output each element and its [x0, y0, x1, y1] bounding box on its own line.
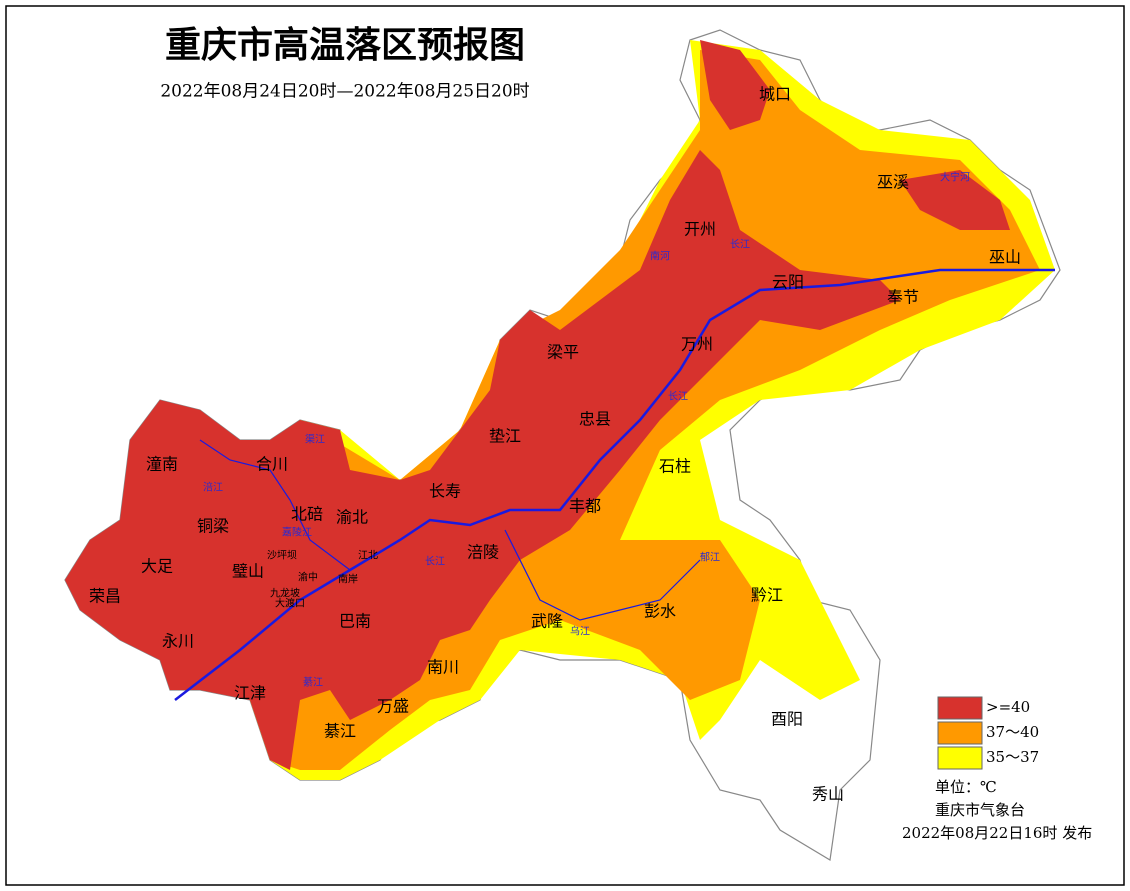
district-label: 石柱 — [659, 457, 691, 476]
zone-over-40 — [65, 150, 900, 770]
district-label: 秀山 — [812, 785, 844, 804]
district-label: 合川 — [256, 455, 288, 474]
district-label: 巫溪 — [877, 173, 909, 192]
district-label: 大足 — [141, 557, 173, 576]
district-label: 永川 — [162, 632, 194, 651]
issue-time: 2022年08月22日16时 发布 — [902, 824, 1092, 842]
district-label: 城口 — [759, 85, 791, 104]
district-label: 垫江 — [489, 427, 521, 446]
issuer: 重庆市气象台 — [935, 801, 1025, 819]
district-label: 云阳 — [772, 273, 804, 292]
district-label: 忠县 — [579, 410, 611, 429]
river-label: 渠江 — [305, 434, 325, 446]
district-label: 巴南 — [339, 612, 371, 631]
district-label: 江津 — [234, 684, 266, 703]
legend-label: 35～37 — [986, 748, 1039, 766]
zone-over-40-north — [700, 40, 770, 130]
unit: 单位：℃ — [935, 778, 997, 796]
river-label: 大宁河 — [940, 171, 970, 184]
district-label: 武隆 — [531, 612, 563, 631]
river-label: 綦江 — [303, 676, 323, 689]
district-label: 涪陵 — [467, 543, 499, 562]
district-label: 万盛 — [377, 697, 409, 716]
district-label: 渝北 — [336, 508, 368, 527]
district-label: 巫山 — [989, 248, 1021, 267]
district-label: 开州 — [684, 220, 716, 239]
district-label: 梁平 — [547, 343, 579, 362]
river-label: 长江 — [668, 391, 688, 403]
district-label: 潼南 — [146, 455, 178, 474]
river-label: 嘉陵江 — [282, 526, 312, 539]
district-label: 长寿 — [429, 482, 461, 501]
district-label: 铜梁 — [197, 517, 229, 536]
minor-district-label: 大渡口 — [275, 597, 305, 610]
map-title: 重庆市高温落区预报图 — [165, 24, 525, 66]
district-label: 荣昌 — [89, 587, 121, 606]
district-label: 万州 — [681, 335, 713, 354]
river-label: 乌江 — [570, 625, 590, 638]
district-label: 綦江 — [324, 722, 356, 741]
map — [64, 29, 1061, 861]
district-label: 黔江 — [751, 586, 783, 605]
legend-label: >=40 — [986, 698, 1030, 716]
legend-swatch — [937, 721, 983, 745]
river-label: 长江 — [425, 556, 445, 568]
legend-label: 37～40 — [986, 723, 1039, 741]
jialing-river — [199, 439, 351, 571]
river-label: 郁江 — [700, 551, 720, 564]
yangtze-river — [174, 268, 1055, 701]
district-label: 酉阳 — [771, 710, 803, 729]
zone-over-40-east — [900, 170, 1010, 230]
map-subtitle: 2022年08月24日20时—2022年08月25日20时 — [160, 82, 529, 102]
river-label: 长江 — [730, 239, 750, 251]
river-label: 南河 — [650, 250, 670, 263]
minor-district-label: 沙坪坝 — [267, 549, 297, 562]
minor-district-label: 南岸 — [338, 573, 358, 586]
river-label: 涪江 — [203, 481, 223, 494]
legend-swatch — [937, 746, 983, 770]
district-label: 奉节 — [887, 288, 919, 307]
legend-swatch — [937, 696, 983, 720]
district-label: 丰都 — [569, 497, 601, 516]
minor-district-label: 九龙坡 — [270, 587, 300, 600]
district-label: 北碚 — [291, 505, 323, 524]
district-label: 南川 — [427, 658, 459, 677]
district-label: 璧山 — [232, 562, 264, 581]
minor-district-label: 渝中 — [298, 571, 318, 584]
minor-district-label: 江北 — [358, 550, 378, 562]
district-label: 彭水 — [644, 602, 676, 621]
wu-river — [504, 529, 701, 621]
